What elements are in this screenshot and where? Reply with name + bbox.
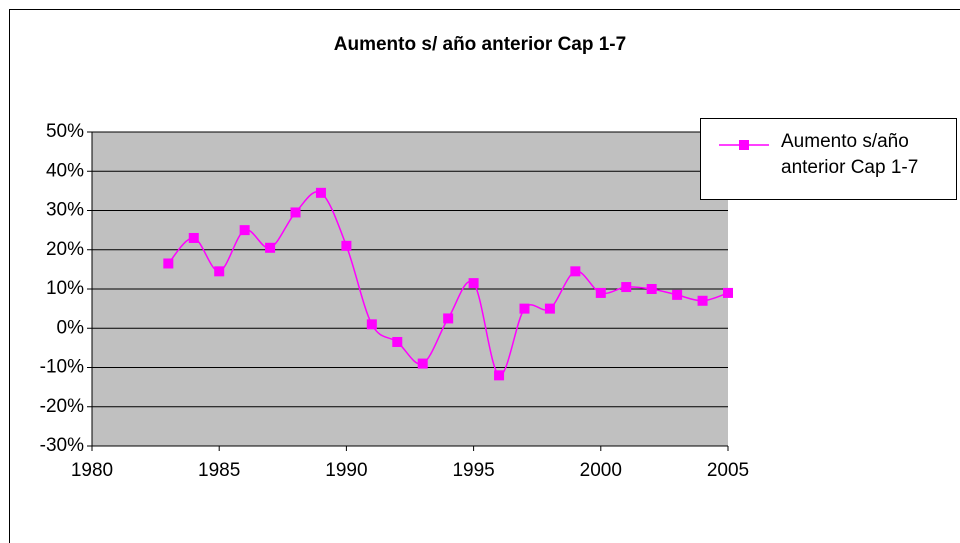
y-tick-label: 40% xyxy=(46,160,84,181)
point xyxy=(417,358,428,369)
legend: Aumento s/año anterior Cap 1-7 xyxy=(700,118,957,200)
point xyxy=(443,313,454,324)
point xyxy=(697,295,708,306)
point xyxy=(341,240,352,251)
point xyxy=(392,336,403,347)
point xyxy=(265,242,276,253)
point xyxy=(188,232,199,243)
x-tick-label: 2005 xyxy=(707,460,749,481)
point xyxy=(366,319,377,330)
point xyxy=(595,287,606,298)
point xyxy=(214,266,225,277)
x-tick-label: 1985 xyxy=(198,460,240,481)
point xyxy=(519,303,530,314)
y-tick-label: -20% xyxy=(40,396,84,417)
point xyxy=(290,207,301,218)
point xyxy=(239,225,250,236)
point xyxy=(544,303,555,314)
point xyxy=(570,266,581,277)
x-tick-label: 2000 xyxy=(580,460,622,481)
x-tick-label: 1980 xyxy=(71,460,113,481)
y-tick-label: 30% xyxy=(46,200,84,221)
point xyxy=(315,187,326,198)
y-tick-label: 0% xyxy=(57,317,85,338)
point xyxy=(494,370,505,381)
legend-swatch xyxy=(719,140,769,150)
point xyxy=(163,258,174,269)
point xyxy=(672,289,683,300)
point xyxy=(621,282,632,293)
point xyxy=(723,287,733,298)
legend-marker xyxy=(739,140,749,150)
point xyxy=(468,278,479,289)
legend-label: Aumento s/año anterior Cap 1-7 xyxy=(781,131,919,178)
y-tick-label: -10% xyxy=(40,357,84,378)
y-tick-label: 50% xyxy=(46,121,84,142)
y-tick-label: 20% xyxy=(46,239,84,260)
chart-title: Aumento s/ año anterior Cap 1-7 xyxy=(334,34,626,55)
x-tick-label: 1990 xyxy=(325,460,367,481)
y-tick-label: 10% xyxy=(46,278,84,299)
point xyxy=(646,284,657,294)
y-tick-label: -30% xyxy=(40,435,84,456)
x-tick-label: 1995 xyxy=(452,460,494,481)
